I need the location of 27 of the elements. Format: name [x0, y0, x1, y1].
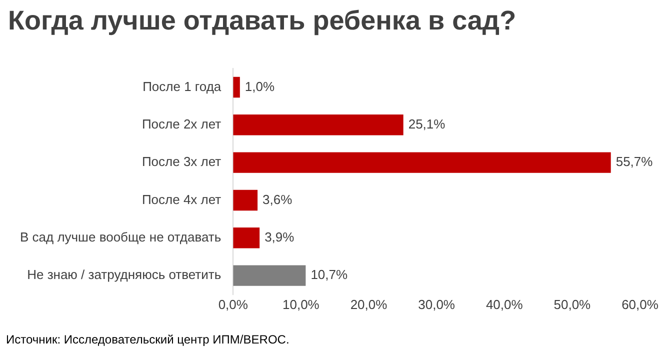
data-label: 10,7%: [310, 267, 348, 282]
x-tick-label: 10,0%: [282, 296, 320, 312]
data-label: 3,9%: [264, 229, 295, 244]
x-tick-label: 20,0%: [350, 296, 388, 312]
bar: [233, 265, 306, 286]
bar: [233, 228, 260, 248]
bar: [233, 114, 404, 136]
data-label: 1,0%: [244, 78, 275, 94]
x-tick-label: 40,0%: [486, 296, 524, 312]
x-tick-label: 50,0%: [554, 296, 592, 312]
x-tick-label: 60,0%: [622, 296, 659, 312]
x-tick-label: 30,0%: [418, 296, 456, 312]
y-tick-label: Не знаю / затрудняюсь ответить: [27, 267, 222, 282]
y-tick-label: После 3х лет: [142, 154, 222, 170]
y-tick-label: После 1 года: [142, 78, 222, 94]
y-tick-label: После 2х лет: [142, 116, 222, 132]
x-tick-label: 0,0%: [218, 296, 248, 312]
bar: [233, 152, 611, 173]
bar: [233, 190, 258, 211]
y-tick-label: После 4х лет: [142, 192, 222, 207]
bar: [233, 76, 240, 98]
chart-title: Когда лучше отдавать ребенка в сад?: [8, 6, 516, 36]
data-label: 3,6%: [262, 192, 293, 207]
y-tick-label: В сад лучше вообще не отдавать: [20, 229, 222, 244]
data-label: 25,1%: [408, 116, 446, 132]
text: Источник: Исследовательский центр ИПМ/BEROC.: [6, 332, 290, 346]
data-label: 55,7%: [616, 154, 654, 170]
